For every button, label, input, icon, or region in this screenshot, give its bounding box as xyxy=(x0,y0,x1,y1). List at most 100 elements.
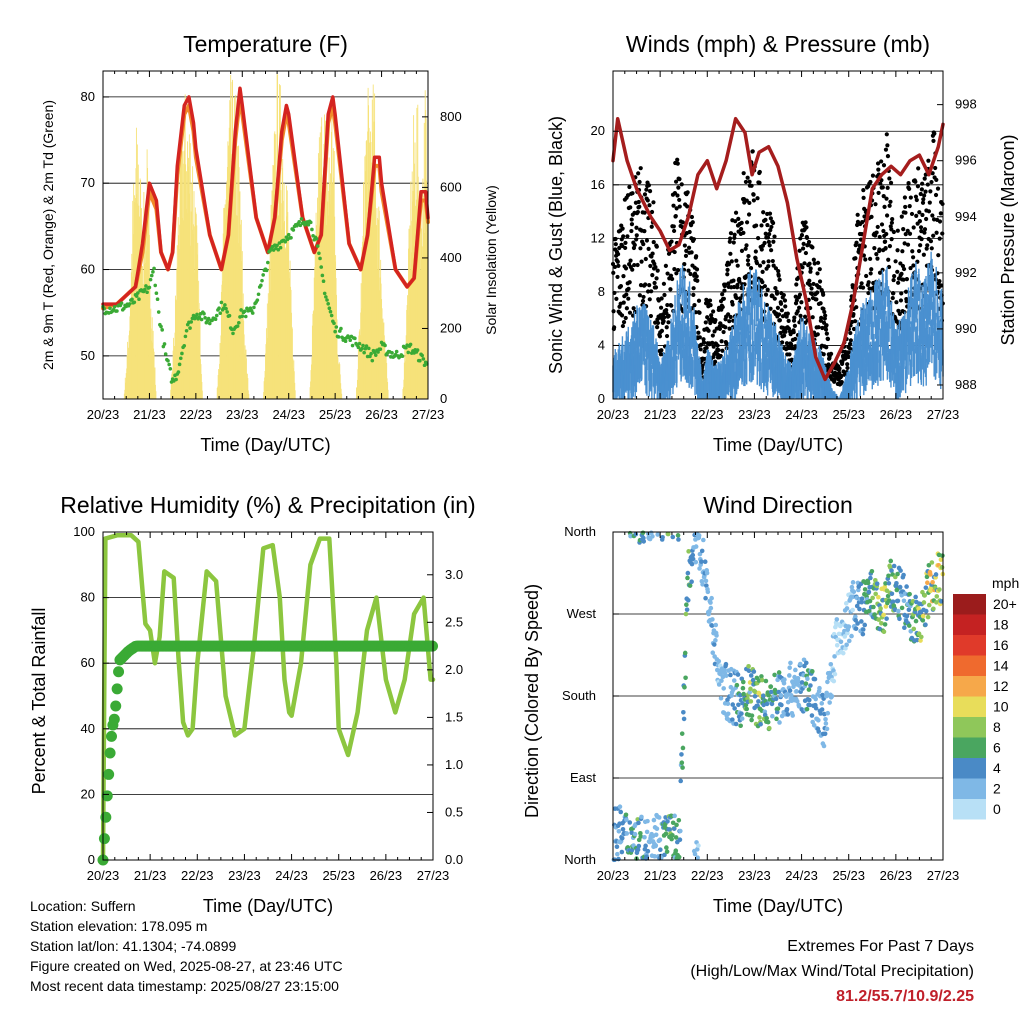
y-tick-label: 20 xyxy=(591,123,605,138)
direction-point xyxy=(629,847,635,853)
dewpoint-point xyxy=(378,347,383,351)
gust-point xyxy=(884,132,889,137)
gust-point xyxy=(733,210,739,215)
dewpoint-point xyxy=(336,335,341,339)
gust-point xyxy=(772,296,777,301)
direction-point xyxy=(832,654,837,659)
direction-point xyxy=(640,530,646,536)
direction-point xyxy=(765,719,771,725)
gust-point xyxy=(773,266,779,271)
gust-point xyxy=(644,238,650,243)
x-tick-label: 21/23 xyxy=(134,868,167,883)
gust-point xyxy=(627,280,632,285)
direction-point xyxy=(641,535,646,541)
direction-point xyxy=(636,843,642,849)
gust-point xyxy=(823,327,829,332)
pressure-line xyxy=(611,116,945,382)
direction-point xyxy=(697,551,703,557)
direction-point xyxy=(692,851,698,857)
gust-point xyxy=(881,194,886,199)
direction-point xyxy=(794,689,799,694)
gust-point xyxy=(877,247,882,252)
dewpoint-point xyxy=(214,313,219,318)
direction-point xyxy=(673,848,679,853)
gust-point xyxy=(891,277,896,283)
gust-point xyxy=(701,337,706,342)
direction-point xyxy=(790,713,796,718)
direction-point xyxy=(796,679,801,684)
direction-point xyxy=(821,743,827,749)
dewpoint-point xyxy=(154,291,159,296)
y-tick-label: 50 xyxy=(81,348,95,363)
gust-point xyxy=(727,326,732,331)
direction-point xyxy=(846,624,852,630)
gust-point xyxy=(717,326,723,332)
direction-point xyxy=(676,537,681,542)
direction-point xyxy=(889,568,894,573)
gust-point xyxy=(822,309,827,315)
direction-point xyxy=(651,817,657,823)
gust-point xyxy=(783,329,788,334)
gust-point xyxy=(921,197,926,202)
y-tick-label: 0 xyxy=(88,852,95,867)
dewpoint-point xyxy=(383,343,387,348)
dewpoint-point xyxy=(199,317,204,322)
dewpoint-point xyxy=(319,265,324,269)
dewpoint-point xyxy=(317,251,321,256)
gust-point xyxy=(647,189,653,194)
direction-point xyxy=(656,815,662,820)
gust-point xyxy=(908,265,913,271)
gust-point xyxy=(672,249,677,255)
direction-point xyxy=(876,617,881,622)
gust-point xyxy=(919,236,924,242)
gust-point xyxy=(707,298,713,303)
gust-point xyxy=(929,179,934,185)
gust-point xyxy=(848,330,853,336)
gust-point xyxy=(737,279,742,284)
direction-point xyxy=(644,829,650,835)
gust-point xyxy=(861,188,866,193)
gust-point xyxy=(922,227,928,232)
direction-point xyxy=(662,852,667,858)
direction-point xyxy=(828,661,834,667)
direction-point xyxy=(645,848,651,854)
dewpoint-point xyxy=(243,314,248,319)
gust-point xyxy=(675,157,680,162)
direction-point xyxy=(772,672,777,678)
y-tick-label: 80 xyxy=(81,89,95,104)
direction-point xyxy=(650,534,655,539)
gust-point xyxy=(634,237,639,242)
direction-point xyxy=(838,639,844,645)
direction-point xyxy=(614,844,620,849)
gust-point xyxy=(802,261,807,266)
dewpoint-point xyxy=(223,303,227,307)
y-tick-label: 8 xyxy=(598,284,605,299)
y-tick-label: 60 xyxy=(81,262,95,277)
dewpoint-point xyxy=(328,309,333,314)
gust-point xyxy=(866,290,871,296)
dewpoint-point xyxy=(406,350,411,355)
dewpoint-point xyxy=(266,260,270,265)
gust-point xyxy=(905,242,911,247)
direction-point xyxy=(878,606,883,611)
gust-point xyxy=(883,239,888,244)
gust-point xyxy=(937,219,943,224)
dewpoint-point xyxy=(326,301,330,306)
gust-point xyxy=(659,328,665,333)
direction-point xyxy=(768,684,774,689)
gust-point xyxy=(920,200,926,205)
gust-point xyxy=(728,314,733,320)
direction-point xyxy=(825,710,831,716)
dewpoint-point xyxy=(372,350,377,355)
direction-point xyxy=(673,835,679,840)
gust-point xyxy=(921,252,926,257)
direction-point xyxy=(904,613,910,619)
gust-point xyxy=(664,325,669,330)
dewpoint-point xyxy=(115,309,119,313)
dewpoint-point xyxy=(333,329,337,334)
dewpoint-point xyxy=(310,227,314,232)
gust-point xyxy=(642,229,647,234)
gust-point xyxy=(887,176,892,181)
gust-point xyxy=(662,315,667,320)
direction-point xyxy=(843,601,849,606)
